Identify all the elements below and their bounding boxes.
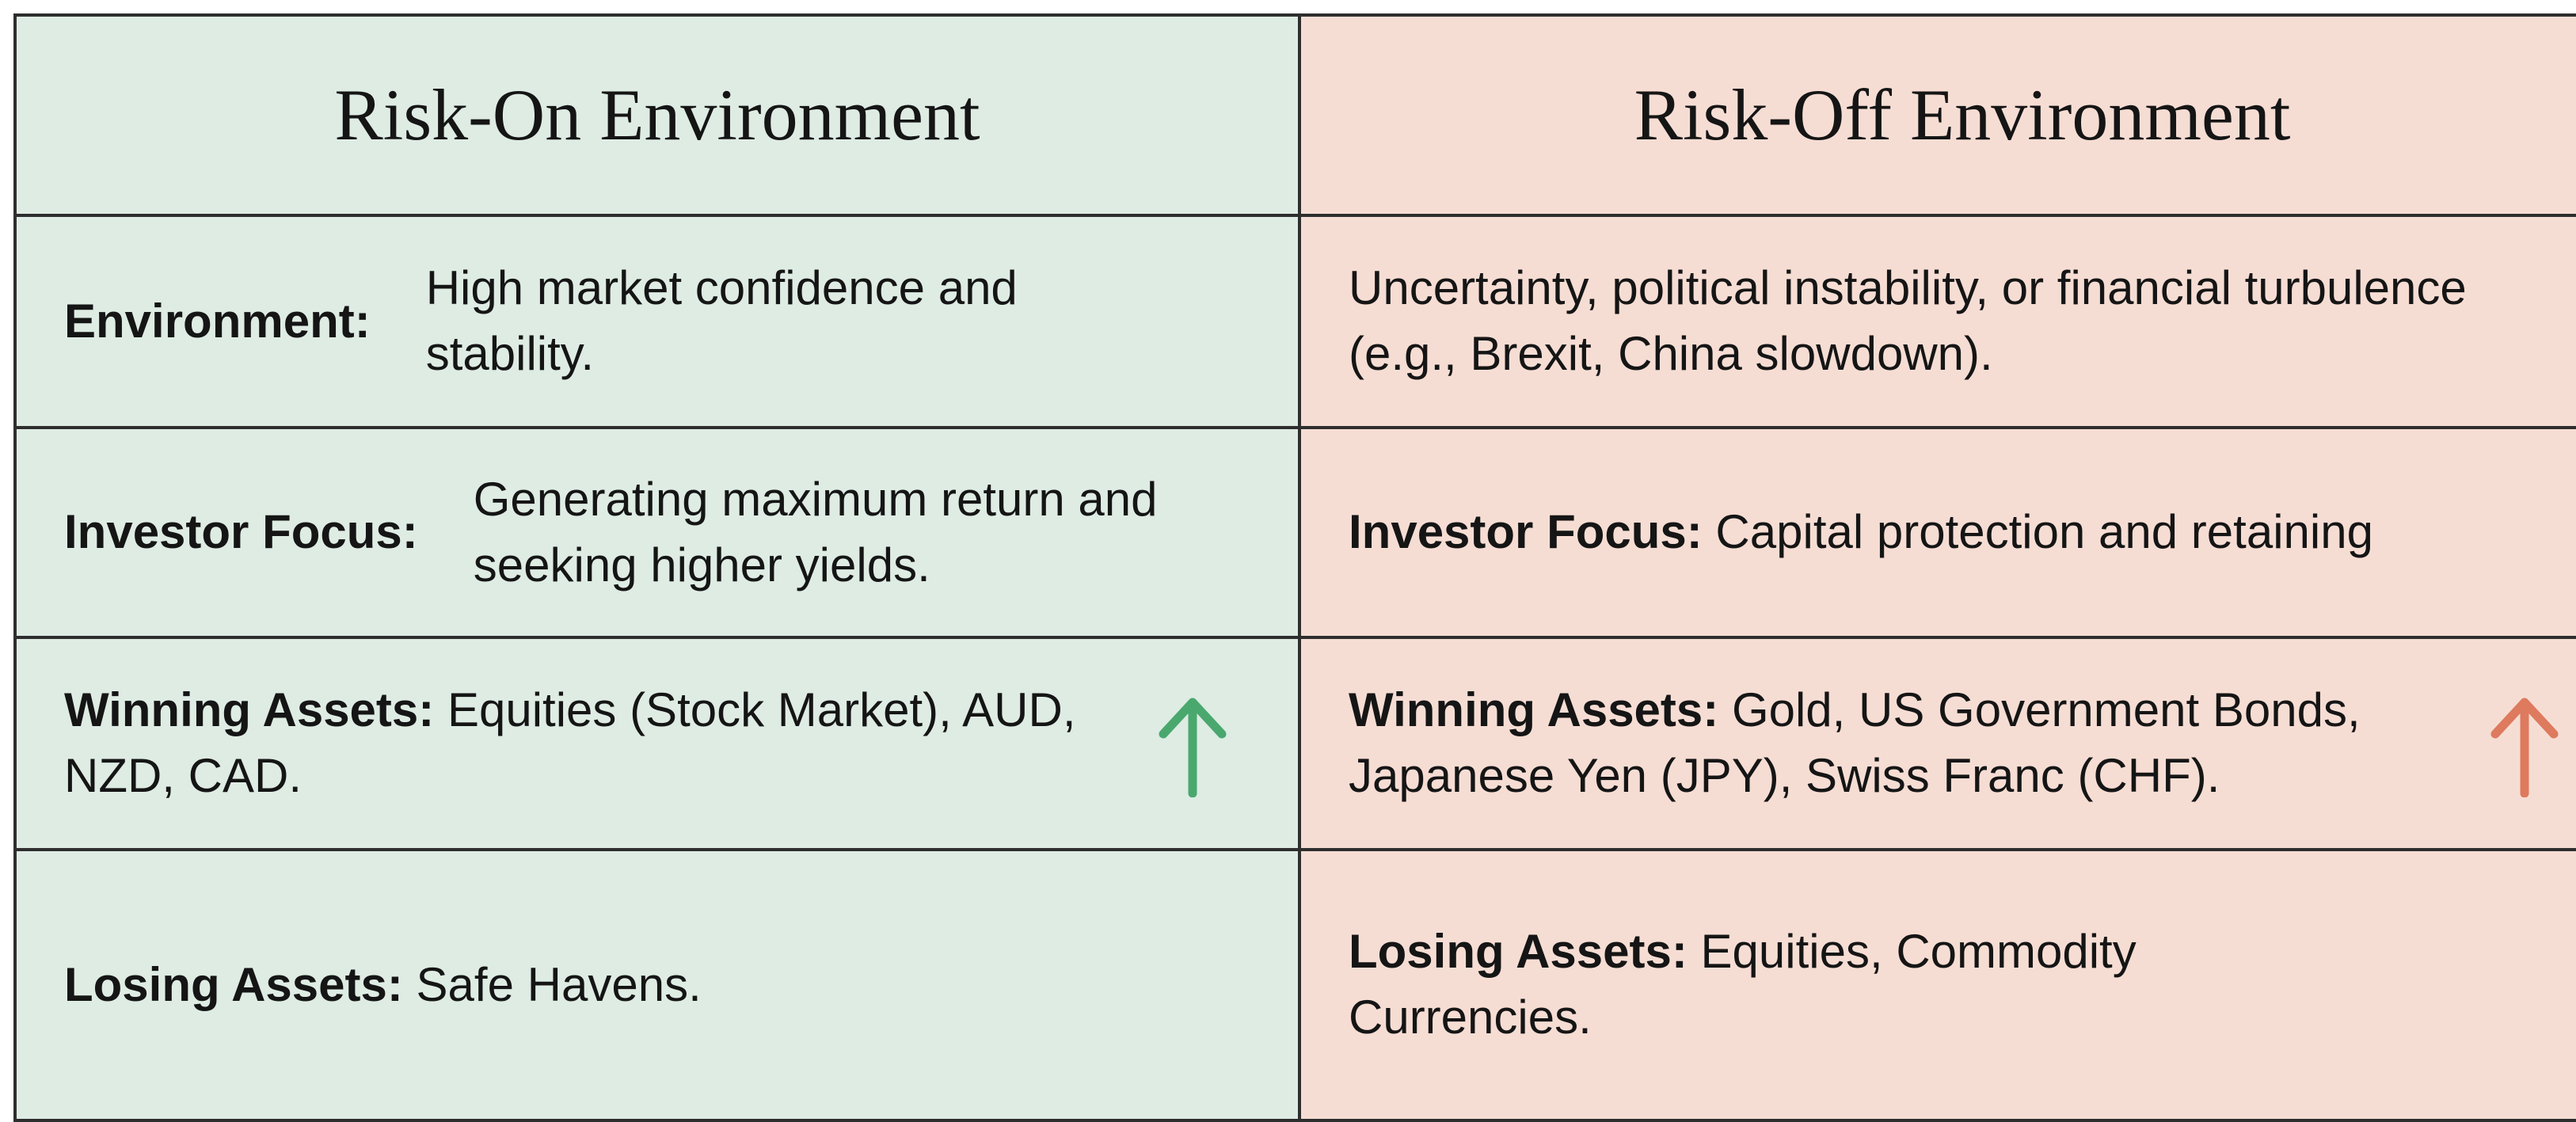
table-cell: Uncertainty, political instability, or f…: [1301, 217, 2576, 429]
cell-text: Uncertainty, political instability, or f…: [1349, 261, 2467, 380]
cell-text: Equities (Stock Market), AUD, NZD, CAD.: [64, 683, 1076, 802]
cell-text: Safe Havens.: [416, 957, 702, 1011]
cell-content: Winning Assets: Gold, US Government Bond…: [1349, 678, 2481, 809]
table-cell: Environment: High market confidence and s…: [13, 217, 1301, 429]
cell-text: High market confidence and stability.: [425, 261, 1018, 380]
arrow-path: [2490, 698, 2559, 797]
cell-content: Investor Focus: Capital protection and r…: [1349, 500, 2373, 565]
cell-label: Winning Assets:: [64, 683, 435, 737]
table-cell: Winning Assets: Equities (Stock Market),…: [13, 639, 1301, 851]
cell-text: Generating maximum return and seeking hi…: [473, 472, 1158, 591]
cell-text: Equities, Commodity Currencies.: [1349, 925, 2137, 1044]
cell-label: Winning Assets:: [1349, 683, 1719, 737]
cell-label: Investor Focus:: [64, 505, 418, 559]
table-cell: Losing Assets: Safe Havens.: [13, 851, 1301, 1122]
cell-text: Gold, US Government Bonds, Japanese Yen …: [1349, 683, 2361, 802]
cell-content: Uncertainty, political instability, or f…: [1349, 256, 2497, 387]
cell-content: Losing Assets: Equities, Commodity Curre…: [1349, 919, 2370, 1051]
up-arrow: [2490, 698, 2559, 797]
table-cell: Winning Assets: Gold, US Government Bond…: [1301, 639, 2576, 851]
cell-label: Environment:: [64, 294, 371, 348]
table-cell: Investor Focus: Generating maximum return…: [13, 429, 1301, 639]
column-header: Risk-Off Environment: [1301, 13, 2576, 217]
cell-label: Investor Focus:: [1349, 505, 1703, 559]
page: Risk-On Environment Environment: High mark…: [13, 13, 2576, 1122]
table-cell: Investor Focus: Capital protection and r…: [1301, 429, 2576, 639]
cell-text: Capital protection and retaining: [1715, 505, 2373, 559]
cell-content: Losing Assets: Safe Havens.: [64, 953, 1086, 1018]
up-arrow: [1159, 698, 1227, 797]
table-cell: Losing Assets: Equities, Commodity Curre…: [1301, 851, 2576, 1122]
column-header: Risk-On Environment: [13, 13, 1301, 217]
arrow-path: [1159, 698, 1227, 797]
cell-label: Losing Assets:: [1349, 925, 1688, 979]
cell-content: Winning Assets: Equities (Stock Market),…: [64, 678, 1086, 809]
comparison-table: Risk-On Environment Environment: High mark…: [13, 13, 2576, 1122]
cell-label: Losing Assets:: [64, 957, 403, 1011]
